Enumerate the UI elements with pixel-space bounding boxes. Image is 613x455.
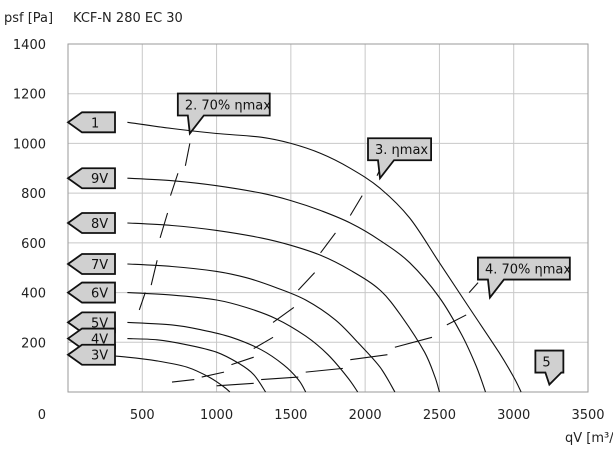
efficiency-segment — [201, 371, 225, 378]
y-tick-label: 1400 — [13, 38, 46, 53]
curve-tag-label: 8V — [91, 217, 108, 232]
origin-tick-label: 0 — [38, 408, 46, 423]
efficiency-segment — [261, 376, 299, 381]
curve-tag-box — [66, 281, 116, 304]
fan-curve-line — [127, 292, 359, 393]
x-tick-label: 1000 — [200, 408, 233, 423]
callout-label: 3. ηmax — [375, 143, 428, 158]
fan-curves — [97, 121, 522, 393]
callout-box — [176, 92, 271, 136]
efficiency-segment — [305, 367, 343, 373]
curve-tag-label: 3V — [91, 349, 108, 364]
efficiency-segment — [138, 292, 146, 311]
curve-tag-box — [66, 343, 116, 366]
efficiency-segment — [171, 379, 195, 383]
fan-curve-line — [127, 121, 522, 393]
curve-tag-box — [66, 167, 116, 190]
grid — [67, 43, 589, 393]
callout-label: 5 — [542, 356, 550, 371]
efficiency-segment — [216, 382, 254, 387]
callouts: 2. 70% ηmax 3. ηmax 4. 70% ηmax 5 — [176, 92, 571, 387]
x-tick-label: 2000 — [349, 408, 382, 423]
efficiency-segment — [253, 336, 274, 349]
fan-curve-line — [97, 354, 231, 393]
chart-title: KCF-N 280 EC 30 — [73, 11, 183, 26]
x-tick-label: 2500 — [423, 408, 456, 423]
x-tick-label: 1500 — [274, 408, 307, 423]
efficiency-segment — [468, 282, 479, 293]
efficiency-lines — [138, 143, 479, 387]
callout-label: 2. 70% ηmax — [185, 98, 271, 113]
fan-curve-line — [127, 321, 307, 393]
efficiency-segment — [159, 212, 169, 239]
curve-tag-box — [66, 253, 116, 275]
curve-tag-label: 5V — [91, 316, 108, 331]
callout-box — [534, 349, 565, 387]
y-axis-unit-label: psf [Pa] — [4, 11, 53, 26]
curve-tag-label: 4V — [91, 333, 108, 348]
x-tick-label: 3500 — [571, 408, 604, 423]
efficiency-segment — [350, 354, 388, 361]
efficiency-segment — [446, 314, 467, 326]
curve-tag-label: 1 — [91, 116, 99, 131]
fan-curve-line — [127, 177, 487, 393]
curve-tag-label: 6V — [91, 287, 108, 302]
callout-label: 4. 70% ηmax — [485, 263, 571, 278]
fan-curve-line — [127, 263, 396, 393]
curve-tag-box — [66, 111, 116, 134]
x-axis-unit-label: qV [m³/ — [565, 431, 613, 446]
efficiency-segment — [297, 272, 316, 291]
y-tick-label: 600 — [21, 237, 46, 252]
callout-box — [367, 137, 433, 181]
efficiency-segment — [394, 336, 433, 348]
efficiency-segment — [320, 232, 336, 254]
curve-tag-label: 7V — [91, 258, 108, 273]
x-tick-label: 500 — [130, 408, 155, 423]
y-tick-label: 1200 — [13, 88, 46, 103]
fan-curve-line — [127, 338, 267, 393]
efficiency-segment — [231, 356, 254, 366]
efficiency-segment — [184, 143, 191, 166]
fan-curve-line — [127, 222, 440, 393]
efficiency-segment — [150, 260, 158, 286]
plot-frame — [67, 43, 589, 393]
y-tick-label: 200 — [21, 336, 46, 351]
curve-tag-label: 9V — [91, 172, 108, 187]
callout-box — [477, 256, 571, 300]
efficiency-segment — [349, 195, 363, 216]
x-tick-label: 3000 — [497, 408, 530, 423]
y-tick-label: 400 — [21, 287, 46, 302]
efficiency-segment — [272, 307, 295, 323]
y-tick-label: 800 — [21, 187, 46, 202]
y-tick-label: 1000 — [13, 137, 46, 152]
curve-tag-box — [66, 212, 116, 234]
tick-labels: 200 400 600 800 1000 1200 1400 500 1000 1500 2000 2… — [13, 38, 605, 423]
efficiency-segment — [169, 173, 179, 196]
